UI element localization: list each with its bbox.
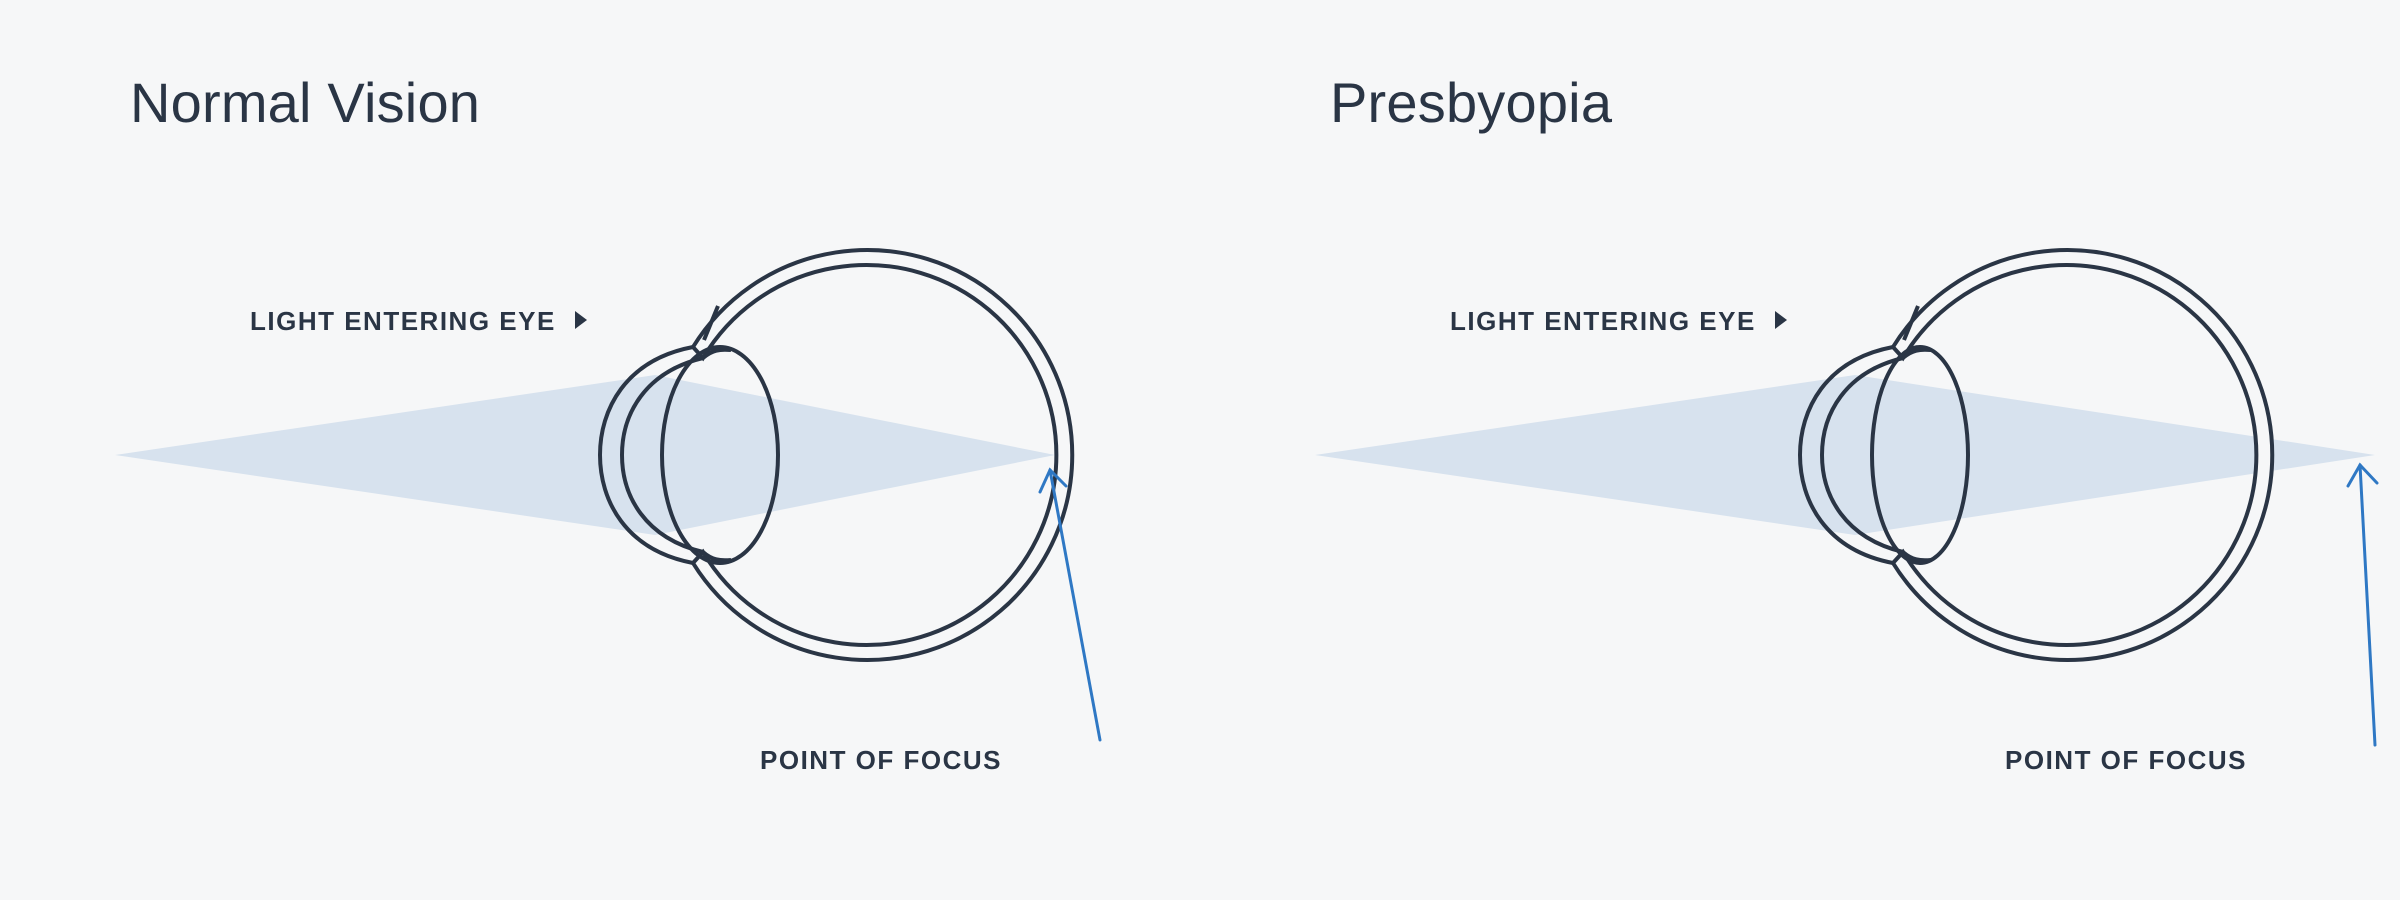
light-entering-label: LIGHT ENTERING EYE (250, 305, 589, 337)
triangle-right-icon (1775, 305, 1789, 336)
eye-diagram-normal (0, 0, 1200, 900)
point-of-focus-text: POINT OF FOCUS (760, 745, 1002, 775)
point-of-focus-label: POINT OF FOCUS (2005, 745, 2247, 776)
light-entering-text: LIGHT ENTERING EYE (1450, 306, 1756, 336)
light-entering-text: LIGHT ENTERING EYE (250, 306, 556, 336)
panel-normal-vision: Normal Vision (0, 0, 1200, 900)
focus-arrow (2348, 465, 2377, 745)
point-of-focus-text: POINT OF FOCUS (2005, 745, 2247, 775)
triangle-right-icon (575, 305, 589, 336)
light-beam (1315, 375, 2375, 535)
light-entering-label: LIGHT ENTERING EYE (1450, 305, 1789, 337)
light-beam (115, 375, 1055, 535)
panel-presbyopia: Presbyopia LIGHT (1200, 0, 2400, 900)
point-of-focus-label: POINT OF FOCUS (760, 745, 1002, 776)
diagram-canvas: Normal Vision (0, 0, 2400, 900)
